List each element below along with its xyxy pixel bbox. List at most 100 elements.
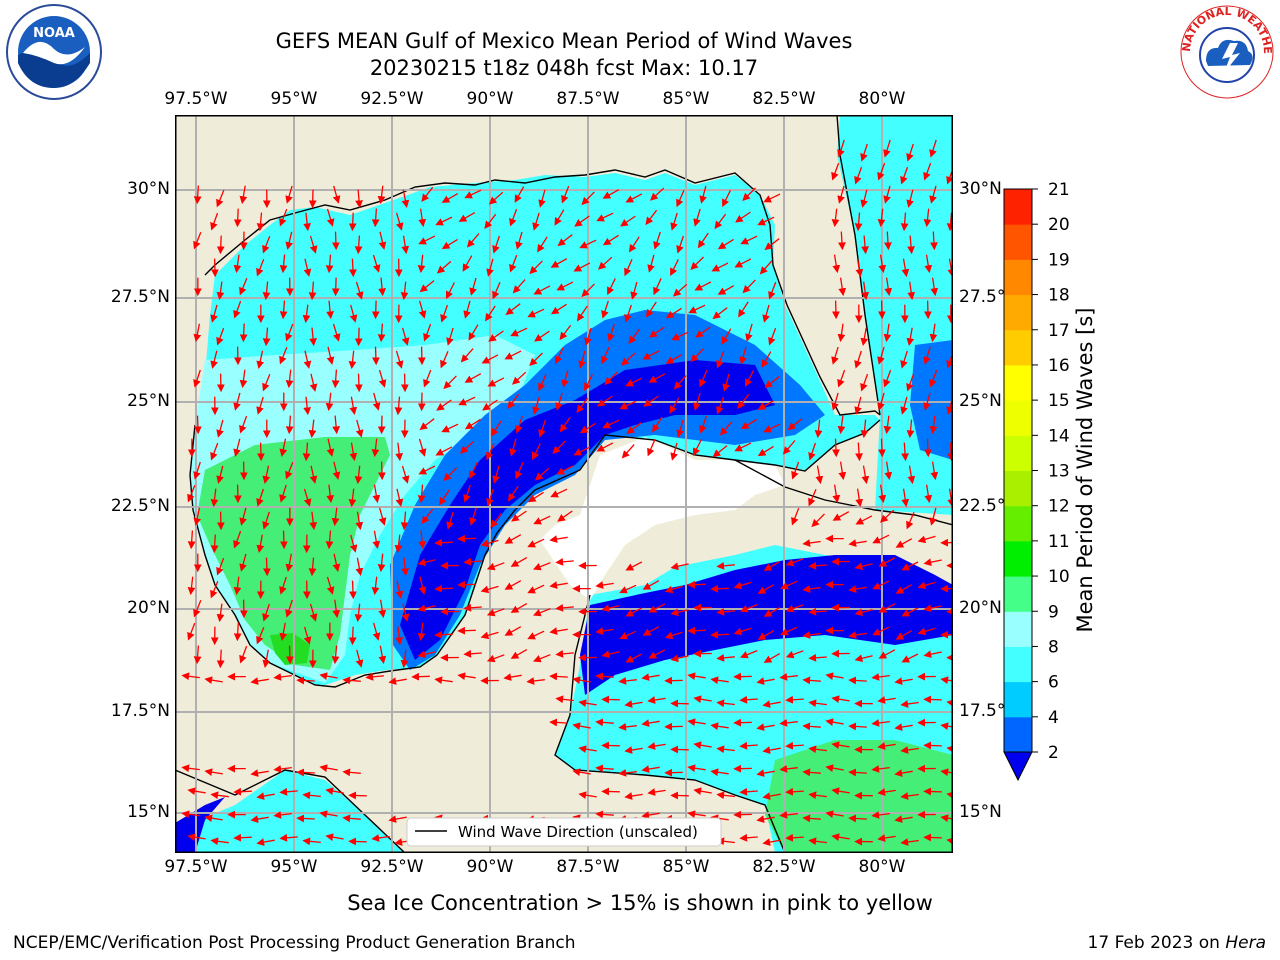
wave-direction-arrow: [233, 254, 242, 274]
wave-direction-arrow: [348, 488, 357, 508]
wave-direction-arrow: [418, 300, 427, 319]
wave-direction-arrow: [785, 604, 804, 613]
wave-direction-arrow: [900, 838, 919, 846]
wave-direction-arrow: [469, 507, 477, 526]
wave-direction-arrow: [900, 700, 919, 708]
wave-direction-arrow: [802, 585, 821, 593]
wave-direction-arrow: [808, 745, 827, 754]
wave-direction-arrow: [923, 787, 942, 796]
wave-direction-arrow: [434, 584, 453, 593]
wave-direction-arrow: [619, 400, 637, 410]
wave-direction-arrow: [256, 838, 275, 846]
wave-direction-arrow: [401, 327, 410, 346]
wave-direction-arrow: [296, 676, 315, 685]
lat-label-left: 15°N: [127, 802, 170, 822]
wave-direction-arrow: [872, 534, 890, 544]
wave-direction-arrow: [511, 371, 527, 385]
wave-direction-arrow: [216, 235, 225, 255]
wave-direction-arrow: [763, 653, 781, 663]
wave-direction-arrow: [378, 507, 387, 526]
wave-direction-arrow: [572, 676, 591, 684]
wave-direction-arrow: [625, 653, 643, 663]
wave-direction-arrow: [894, 815, 913, 823]
wave-direction-arrow: [693, 741, 712, 750]
wave-direction-arrow: [326, 208, 335, 227]
lat-label-left: 17.5°N: [110, 701, 170, 721]
lon-label-top: 87.5°W: [556, 89, 620, 109]
wave-direction-arrow: [808, 699, 827, 708]
wave-direction-arrow: [538, 419, 547, 438]
wave-direction-arrow: [492, 465, 500, 484]
wave-direction-arrow: [924, 254, 933, 274]
wave-direction-arrow: [607, 323, 615, 342]
wave-direction-arrow: [349, 534, 358, 553]
wave-direction-arrow: [785, 833, 804, 842]
wave-direction-arrow: [740, 235, 758, 245]
wave-direction-arrow: [808, 791, 827, 800]
wave-direction-arrow: [578, 791, 597, 799]
wave-direction-arrow: [515, 415, 523, 434]
wave-direction-arrow: [348, 791, 367, 800]
wave-direction-arrow: [642, 626, 660, 636]
wave-direction-arrow: [216, 649, 225, 669]
colorbar-segment: [1004, 611, 1032, 647]
wave-direction-arrow: [296, 768, 315, 777]
wave-direction-arrow: [378, 599, 387, 619]
wave-direction-arrow: [808, 561, 827, 570]
wave-direction-arrow: [378, 231, 387, 250]
wave-direction-arrow: [900, 212, 909, 232]
wave-direction-arrow: [648, 603, 666, 613]
wave-direction-arrow: [348, 350, 357, 370]
wave-direction-arrow: [532, 608, 551, 617]
wave-direction-arrow: [716, 653, 735, 662]
wave-direction-arrow: [670, 442, 678, 461]
wave-direction-arrow: [832, 254, 841, 274]
nws-logo: NATIONAL WEATHER SERVICE: [1178, 3, 1274, 99]
wave-direction-arrow: [716, 607, 735, 616]
wave-direction-arrow: [595, 581, 614, 589]
wave-direction-arrow: [488, 191, 504, 205]
colorbar-tick-label: 10: [1048, 567, 1070, 587]
wave-direction-arrow: [285, 461, 294, 480]
lon-label-top: 97.5°W: [164, 89, 228, 109]
wave-direction-arrow: [401, 465, 410, 484]
wave-direction-arrow: [597, 256, 613, 270]
wave-direction-arrow: [504, 350, 522, 360]
wave-direction-arrow: [537, 236, 548, 253]
wave-direction-arrow: [372, 622, 381, 641]
lon-label-bottom: 87.5°W: [556, 857, 620, 877]
wave-direction-arrow: [665, 307, 682, 319]
wave-direction-arrow: [325, 787, 344, 795]
wave-direction-arrow: [670, 212, 678, 231]
wave-direction-arrow: [216, 327, 225, 346]
wave-direction-arrow: [697, 232, 709, 249]
wave-direction-arrow: [831, 162, 840, 181]
wave-direction-arrow: [326, 576, 335, 595]
wave-direction-arrow: [239, 553, 247, 572]
wave-direction-arrow: [860, 419, 869, 439]
wave-direction-arrow: [595, 672, 614, 681]
wave-direction-arrow: [576, 397, 589, 414]
wave-direction-arrow: [440, 350, 449, 369]
wave-direction-arrow: [239, 323, 248, 343]
wave-direction-arrow: [791, 507, 800, 526]
wave-direction-arrow: [848, 768, 867, 777]
wave-direction-arrow: [877, 208, 886, 228]
wave-direction-arrow: [871, 673, 890, 681]
wave-direction-arrow: [848, 814, 867, 823]
wave-direction-arrow: [642, 580, 660, 590]
pacific-water: [175, 770, 405, 853]
wave-direction-arrow: [572, 768, 591, 776]
wave-direction-arrow: [597, 395, 613, 407]
wave-direction-arrow: [687, 626, 706, 635]
wave-direction-arrow: [854, 350, 862, 369]
wave-direction-arrow: [434, 630, 453, 639]
wave-direction-arrow: [878, 484, 887, 504]
wave-direction-arrow: [509, 208, 518, 227]
wave-direction-arrow: [204, 676, 223, 684]
wave-direction-arrow: [239, 369, 248, 389]
wave-direction-arrow: [187, 484, 196, 503]
lat-label-right: 20°N: [959, 598, 1002, 618]
lon-label-bottom: 82.5°W: [752, 857, 816, 877]
wave-direction-arrow: [507, 485, 519, 502]
